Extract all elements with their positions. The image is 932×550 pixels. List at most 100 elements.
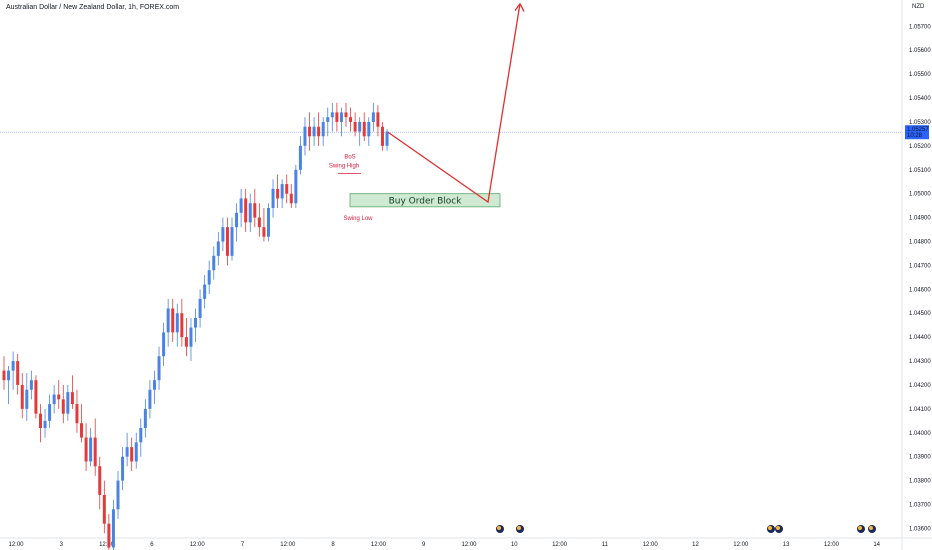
candle-body[interactable] [143, 408, 147, 429]
candle-body[interactable] [271, 188, 275, 209]
candle-body[interactable] [230, 227, 234, 256]
candle-body[interactable] [11, 361, 15, 371]
candle-body[interactable] [125, 447, 129, 457]
candle-body[interactable] [280, 184, 284, 199]
candle-body[interactable] [344, 112, 348, 118]
candle-body[interactable] [358, 121, 362, 132]
candle-body[interactable] [130, 447, 134, 462]
candle-body[interactable] [157, 356, 161, 381]
candle-body[interactable] [353, 121, 357, 132]
candle-body[interactable] [308, 126, 312, 137]
event-icons[interactable] [496, 525, 876, 533]
candle-body[interactable] [317, 126, 321, 137]
candle-body[interactable] [57, 394, 61, 400]
candle-body[interactable] [244, 198, 248, 223]
candle-body[interactable] [349, 117, 353, 122]
event-icon[interactable] [857, 525, 865, 533]
candle-body[interactable] [330, 112, 334, 118]
candle-body[interactable] [212, 255, 216, 271]
candle-body[interactable] [376, 112, 380, 127]
zone-rect[interactable] [349, 193, 501, 208]
candle-body[interactable] [262, 227, 266, 237]
candle-body[interactable] [111, 509, 115, 548]
candle-body[interactable] [70, 392, 74, 405]
candle-body[interactable] [84, 437, 88, 462]
candle-body[interactable] [134, 442, 138, 462]
candle-body[interactable] [189, 327, 193, 347]
candle-body[interactable] [225, 227, 229, 256]
candle-body[interactable] [20, 384, 24, 409]
candle-body[interactable] [321, 121, 325, 137]
candle-body[interactable] [75, 404, 79, 424]
event-icon[interactable] [868, 525, 876, 533]
candle-body[interactable] [80, 423, 84, 438]
candle-body[interactable] [239, 198, 243, 213]
event-icon[interactable] [496, 525, 504, 533]
candle-body[interactable] [207, 270, 211, 285]
annotations[interactable]: BoS Swing High Swing Low [329, 154, 373, 221]
candle-body[interactable] [184, 337, 188, 347]
candle-body[interactable] [2, 370, 6, 381]
candle-body[interactable] [266, 208, 270, 237]
candle-body[interactable] [248, 203, 252, 223]
candle-body[interactable] [34, 380, 38, 414]
candle-body[interactable] [339, 112, 343, 122]
candle-body[interactable] [89, 437, 93, 462]
candle-body[interactable] [16, 361, 20, 385]
candles[interactable] [2, 102, 389, 550]
candle-body[interactable] [203, 284, 207, 299]
x-axis[interactable]: 12:00 3 12:00 6 12:00 7 12:00 8 12:00 9 12:00 10 12:… [8, 542, 880, 548]
candle-body[interactable] [43, 420, 47, 429]
candle-body[interactable] [162, 332, 166, 357]
candle-body[interactable] [303, 126, 307, 146]
buy-order-block-zone[interactable]: Buy Order Block [349, 193, 501, 208]
event-icon[interactable] [775, 525, 783, 533]
candle-body[interactable] [116, 480, 120, 510]
candle-body[interactable] [66, 392, 70, 414]
event-icon[interactable] [516, 525, 524, 533]
candle-body[interactable] [38, 413, 42, 429]
candle-body[interactable] [61, 399, 65, 414]
candle-body[interactable] [326, 117, 330, 122]
candle-body[interactable] [180, 313, 184, 338]
candle-body[interactable] [335, 112, 339, 122]
candle-body[interactable] [148, 389, 152, 409]
candle-body[interactable] [166, 308, 170, 333]
candle-body[interactable] [152, 380, 156, 390]
candle-body[interactable] [7, 370, 11, 381]
candle-body[interactable] [102, 494, 106, 524]
candle-body[interactable] [367, 121, 371, 137]
candle-body[interactable] [98, 466, 102, 495]
candle-body[interactable] [107, 523, 111, 548]
candle-body[interactable] [294, 169, 298, 204]
candle-body[interactable] [380, 126, 384, 146]
candle-body[interactable] [171, 308, 175, 333]
candle-body[interactable] [48, 404, 52, 421]
candle-body[interactable] [198, 298, 202, 319]
candle-body[interactable] [298, 145, 302, 170]
candle-body[interactable] [52, 394, 56, 405]
candle-body[interactable] [29, 380, 33, 390]
y-axis[interactable]: 1.057001.056001.055001.054001.053001.052… [909, 24, 931, 532]
event-icon[interactable] [767, 525, 775, 533]
candle-body[interactable] [194, 318, 198, 328]
candle-body[interactable] [93, 437, 97, 467]
candle-body[interactable] [216, 241, 220, 256]
candle-body[interactable] [121, 456, 125, 481]
candle-body[interactable] [25, 389, 29, 409]
candle-body[interactable] [362, 121, 366, 137]
candle-body[interactable] [289, 193, 293, 204]
candle-body[interactable] [175, 313, 179, 333]
candle-body[interactable] [253, 203, 257, 218]
candle-body[interactable] [221, 227, 225, 242]
candle-body[interactable] [371, 112, 375, 122]
candle-body[interactable] [285, 184, 289, 194]
projection-arrow[interactable] [387, 3, 525, 204]
candle-body[interactable] [235, 212, 239, 228]
candle-body[interactable] [312, 126, 316, 137]
candle-body[interactable] [139, 428, 143, 443]
candle-body[interactable] [385, 131, 389, 146]
candle-body[interactable] [276, 188, 280, 199]
candle-body[interactable] [257, 217, 261, 228]
